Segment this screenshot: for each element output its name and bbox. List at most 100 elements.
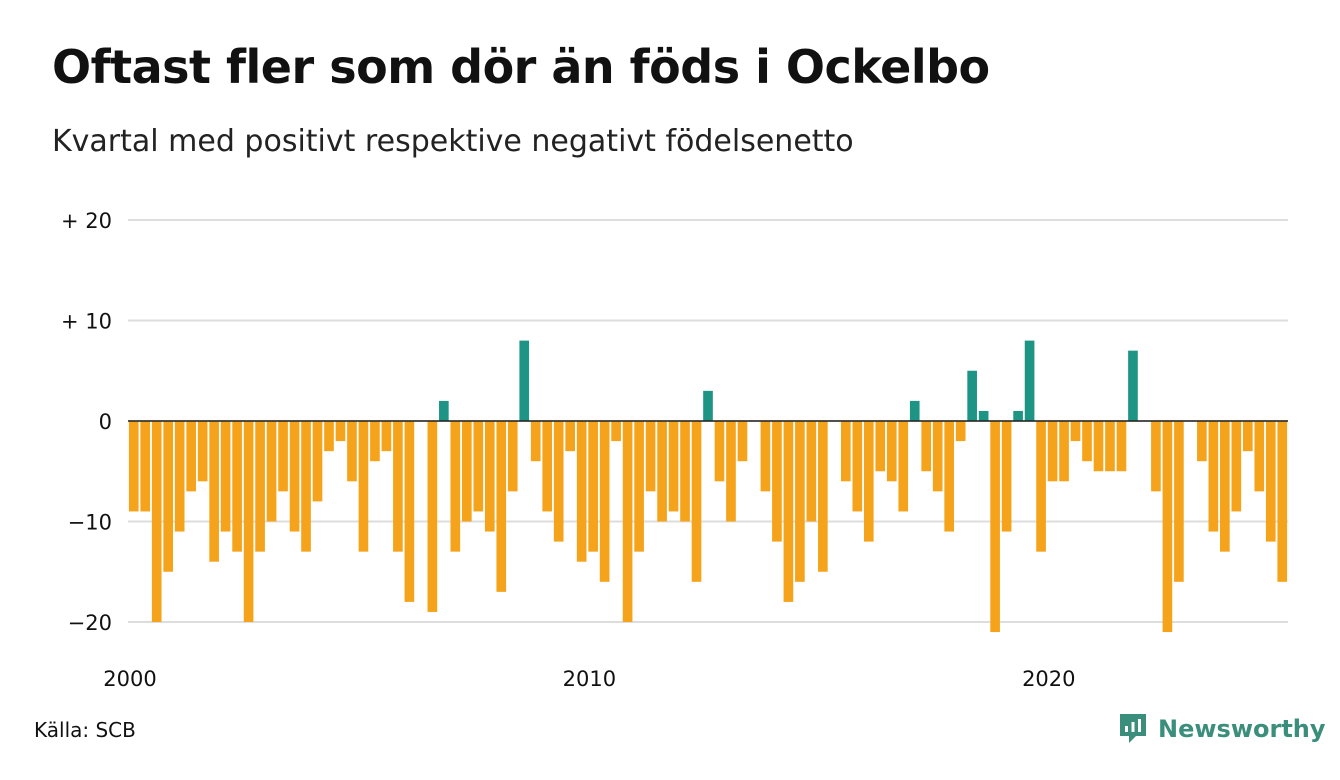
- newsworthy-logo-icon: [1120, 714, 1146, 743]
- bar: [760, 421, 771, 492]
- bar: [289, 421, 300, 532]
- bar: [232, 421, 242, 552]
- bar: [358, 421, 369, 552]
- bar: [484, 421, 495, 532]
- bar: [220, 421, 231, 532]
- bar: [335, 421, 346, 442]
- bar: [1070, 421, 1081, 442]
- bar: [576, 421, 587, 562]
- x-tick-label: 2010: [563, 667, 616, 691]
- bar: [645, 421, 656, 492]
- bar: [1093, 421, 1104, 472]
- bar: [1036, 421, 1046, 552]
- x-tick-label: 2020: [1022, 667, 1075, 691]
- bar: [863, 421, 874, 542]
- brand: Newsworthy: [1118, 712, 1326, 746]
- x-axis-tick-labels: 2000 2010 2020: [103, 667, 1075, 691]
- bar: [932, 421, 943, 492]
- bars: [128, 340, 1288, 633]
- bar: [1105, 421, 1115, 472]
- bar: [726, 421, 736, 522]
- bar-chart: + 20 + 10 0 −10 −20 2000 2010 2020: [61, 209, 1288, 691]
- bar: [197, 421, 208, 482]
- bar: [806, 421, 817, 522]
- bar: [1047, 421, 1058, 482]
- bar: [955, 421, 966, 442]
- bar: [347, 421, 357, 482]
- bar: [301, 421, 311, 552]
- bar: [875, 421, 886, 472]
- bar: [1128, 350, 1138, 421]
- bar: [714, 421, 725, 482]
- y-axis-tick-labels: + 20 + 10 0 −10 −20: [61, 209, 112, 635]
- bar: [898, 421, 909, 512]
- bar: [1174, 421, 1184, 582]
- y-tick-label: −20: [68, 611, 112, 635]
- bar: [163, 421, 174, 572]
- bar: [1277, 421, 1288, 582]
- bar: [439, 400, 449, 421]
- bar: [680, 421, 690, 522]
- y-tick-label: + 10: [61, 310, 112, 334]
- bar: [852, 421, 863, 512]
- bar: [1116, 421, 1127, 472]
- bar: [668, 421, 679, 512]
- bar: [772, 421, 782, 542]
- bar: [243, 421, 254, 622]
- bar: [737, 421, 748, 462]
- y-tick-label: −10: [68, 511, 112, 535]
- chart-title: Oftast fler som dör än föds i Ockelbo: [52, 40, 990, 94]
- bar: [1024, 340, 1035, 421]
- bar: [530, 421, 541, 462]
- bar: [427, 421, 438, 612]
- bar: [909, 400, 920, 421]
- bar: [255, 421, 265, 552]
- bar: [519, 340, 530, 421]
- y-tick-label: + 20: [61, 209, 112, 233]
- bar: [967, 370, 977, 421]
- bar: [1254, 421, 1265, 492]
- bar: [795, 421, 805, 582]
- bar: [1151, 421, 1161, 492]
- bar: [1208, 421, 1219, 532]
- bar: [622, 421, 633, 622]
- bar: [1231, 421, 1242, 512]
- bar: [393, 421, 403, 552]
- bar: [1001, 421, 1012, 532]
- bar: [312, 421, 323, 502]
- bar: [128, 421, 139, 512]
- bar: [266, 421, 277, 522]
- source-note: Källa: SCB: [34, 718, 136, 742]
- bar: [473, 421, 484, 512]
- bar: [657, 421, 667, 522]
- bar: [404, 421, 415, 602]
- bar: [324, 421, 334, 452]
- bar: [944, 421, 955, 532]
- bar: [1013, 410, 1023, 421]
- bar: [186, 421, 196, 492]
- bar: [1265, 421, 1276, 542]
- bar: [599, 421, 610, 582]
- bar: [1162, 421, 1173, 633]
- bar: [1197, 421, 1207, 462]
- bar: [370, 421, 380, 462]
- y-tick-label: 0: [99, 410, 112, 434]
- bar: [818, 421, 828, 572]
- bar: [1220, 421, 1230, 552]
- bar: [978, 410, 989, 421]
- bar: [921, 421, 932, 472]
- bar: [209, 421, 219, 562]
- bar: [1242, 421, 1253, 452]
- x-tick-label: 2000: [103, 667, 156, 691]
- bar: [841, 421, 851, 482]
- bar: [450, 421, 461, 552]
- bar: [140, 421, 151, 512]
- bar: [1059, 421, 1069, 482]
- bar: [703, 390, 713, 421]
- bar: [553, 421, 564, 542]
- bar: [507, 421, 518, 492]
- bar: [151, 421, 162, 622]
- bar: [1082, 421, 1092, 462]
- bar: [496, 421, 507, 592]
- bar: [461, 421, 472, 522]
